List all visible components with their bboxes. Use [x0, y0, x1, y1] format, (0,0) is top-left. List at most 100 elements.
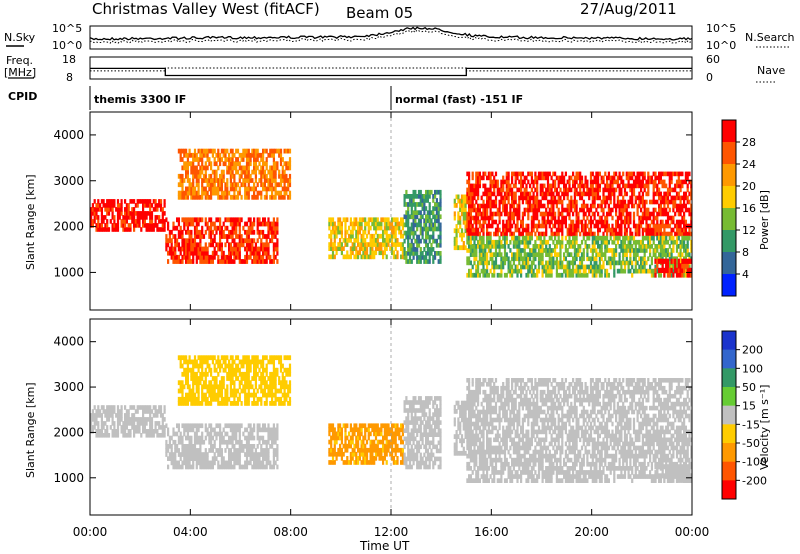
power-cell — [369, 246, 372, 251]
power-cell — [677, 258, 680, 264]
power-cell — [622, 203, 625, 209]
power-cell — [659, 219, 662, 225]
power-cell — [668, 252, 671, 257]
velocity-cell — [186, 367, 189, 373]
power-cell — [518, 268, 521, 274]
power-cell — [615, 179, 618, 185]
power-cell — [525, 223, 528, 229]
power-cell — [555, 268, 558, 274]
power-cell — [468, 215, 471, 221]
power-cell — [195, 152, 198, 158]
power-cell — [658, 272, 661, 278]
power-cell — [111, 207, 114, 212]
velocity-cell — [134, 409, 137, 414]
velocity-cell — [201, 439, 204, 445]
velocity-cell — [263, 464, 266, 470]
velocity-cell — [276, 427, 279, 433]
power-cell — [211, 250, 214, 256]
power-cell — [634, 231, 637, 237]
velocity-cell — [254, 452, 257, 457]
velocity-cell — [192, 401, 195, 406]
power-cell — [539, 171, 542, 177]
power-cell — [213, 225, 216, 231]
velocity-cell — [199, 439, 202, 445]
velocity-cell — [177, 464, 180, 470]
power-cell — [525, 272, 528, 278]
power-cell — [516, 207, 519, 213]
power-cell — [649, 248, 652, 253]
power-cell — [434, 194, 437, 199]
power-cell — [491, 203, 494, 209]
power-cell — [430, 242, 433, 248]
power-cell — [242, 169, 245, 175]
power-cell — [226, 225, 229, 231]
power-cell — [494, 203, 498, 209]
power-cell — [573, 260, 576, 266]
power-cell — [507, 244, 510, 249]
power-cell — [530, 231, 533, 237]
power-cell — [478, 260, 481, 266]
velocity-cell — [136, 421, 139, 426]
power-cell — [638, 227, 641, 233]
power-cell — [502, 199, 505, 205]
power-cell — [622, 183, 625, 189]
power-cell — [518, 248, 521, 253]
power-cell — [330, 246, 333, 251]
power-cell — [622, 244, 625, 249]
power-cell — [489, 223, 492, 229]
power-cell — [269, 169, 272, 175]
power-cell — [607, 183, 610, 189]
velocity-cell — [260, 460, 263, 466]
velocity-cell — [124, 433, 127, 438]
power-cell — [480, 256, 483, 262]
power-cell — [661, 239, 664, 245]
power-cell — [353, 225, 356, 231]
power-cell — [604, 256, 607, 262]
power-cell — [480, 215, 483, 221]
power-cell — [260, 169, 263, 175]
power-cell — [396, 242, 399, 247]
velocity-cell — [249, 423, 252, 429]
velocity-cell — [186, 359, 189, 365]
power-cell — [684, 207, 687, 213]
power-cell — [640, 248, 643, 253]
power-cell — [496, 207, 499, 213]
velocity-cell — [158, 425, 161, 430]
power-cell — [597, 227, 600, 233]
power-cell — [247, 182, 250, 188]
power-cell — [679, 211, 682, 217]
velocity-cell — [258, 460, 261, 466]
velocity-cell — [188, 392, 191, 398]
power-cell — [572, 264, 575, 270]
cpid-entries: themis 3300 IF normal (fast) -151 IF — [89, 86, 523, 110]
power-cell — [643, 183, 646, 189]
power-cell — [575, 231, 578, 237]
power-cell — [199, 259, 202, 264]
power-cell — [220, 225, 223, 231]
power-cell — [247, 157, 250, 162]
power-cell — [158, 227, 161, 232]
power-cell — [233, 165, 236, 171]
power-cell — [503, 211, 507, 217]
power-cell — [287, 165, 290, 171]
power-cell — [554, 244, 557, 249]
power-cell — [546, 252, 550, 257]
power-cell — [491, 191, 494, 197]
power-cell — [681, 183, 684, 189]
power-cell — [580, 260, 584, 266]
power-cell — [496, 191, 499, 197]
power-cell — [575, 175, 578, 181]
power-cell — [339, 229, 342, 235]
power-cell — [183, 190, 186, 196]
velocity-cell — [138, 425, 141, 430]
power-cell — [496, 252, 499, 257]
power-cell — [262, 161, 265, 167]
power-cell — [520, 256, 523, 262]
power-cell — [163, 227, 166, 232]
power-cell — [505, 183, 508, 189]
power-cell — [272, 242, 275, 248]
power-cell — [193, 186, 197, 192]
power-cell — [663, 252, 666, 257]
power-cell — [249, 152, 252, 158]
power-cell — [541, 219, 544, 225]
